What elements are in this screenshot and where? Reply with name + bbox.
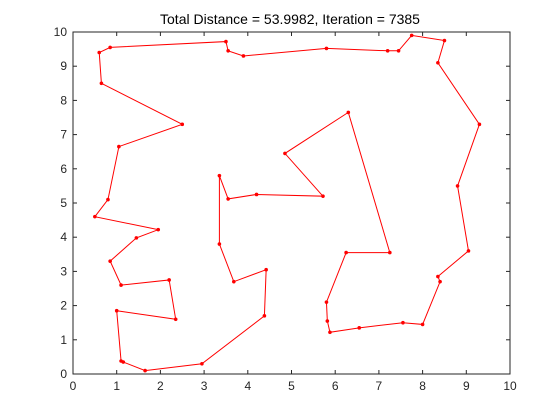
y-tick-label: 7: [60, 128, 67, 142]
x-tick-label: 5: [288, 379, 295, 393]
city-point: [401, 320, 405, 325]
axes-layer: 0 1 2 3 4 5 6 7 8 9 10 0 1 2 3 4 5 6 7 8 9 10: [54, 25, 517, 393]
city-point: [119, 359, 123, 363]
y-tick-label: 9: [60, 59, 67, 73]
x-tick-label: 10: [503, 379, 517, 393]
y-tick-label: 10: [54, 25, 68, 39]
city-point: [385, 49, 390, 53]
city-point: [409, 33, 414, 38]
chart-title: Total Distance = 53.9982, Iteration = 73…: [160, 11, 420, 27]
city-point: [173, 317, 178, 322]
city-point: [321, 194, 325, 198]
city-point: [241, 54, 246, 58]
y-tick-label: 0: [60, 367, 67, 381]
city-point: [262, 314, 267, 318]
city-point: [134, 236, 139, 240]
city-point: [466, 249, 471, 253]
y-tick-label: 5: [60, 196, 67, 210]
city-point: [180, 122, 185, 127]
city-point: [254, 192, 259, 197]
city-point: [324, 300, 329, 304]
city-point: [217, 242, 222, 246]
city-point: [436, 60, 440, 65]
plot-background: [73, 32, 510, 374]
x-tick-label: 7: [376, 379, 383, 393]
city-point: [396, 49, 401, 53]
city-point: [328, 330, 332, 335]
city-point: [264, 267, 268, 272]
route-layer: [93, 33, 482, 373]
city-point: [167, 278, 171, 282]
city-point: [436, 274, 440, 279]
city-point: [232, 279, 236, 284]
city-point: [99, 81, 104, 86]
city-point: [324, 46, 329, 51]
city-point: [455, 184, 460, 188]
city-point: [108, 45, 112, 50]
y-tick-label: 2: [60, 299, 67, 313]
city-point: [477, 122, 482, 127]
city-point: [217, 173, 222, 178]
city-point: [108, 259, 112, 263]
city-point: [388, 250, 392, 255]
y-tick-label: 1: [60, 333, 67, 347]
city-point: [117, 144, 121, 149]
y-tick-label: 3: [60, 264, 67, 278]
city-point: [442, 38, 447, 43]
y-tick-label: 8: [60, 93, 67, 107]
city-point: [93, 214, 97, 219]
city-point: [226, 197, 230, 201]
city-point: [97, 50, 102, 55]
city-point: [346, 110, 351, 115]
city-point: [106, 197, 110, 202]
city-point: [114, 308, 119, 313]
x-tick-label: 6: [332, 379, 339, 393]
x-tick-label: 8: [419, 379, 426, 393]
city-point: [438, 279, 442, 284]
plot-area: 0 1 2 3 4 5 6 7 8 9 10 0 1 2 3 4 5 6 7 8 9 10: [54, 25, 517, 393]
city-point: [420, 322, 425, 327]
city-point: [344, 250, 348, 255]
city-point: [226, 49, 230, 53]
city-point: [143, 368, 147, 373]
x-tick-label: 3: [201, 379, 208, 393]
city-point: [119, 283, 123, 287]
x-tick-label: 1: [113, 379, 120, 393]
x-tick-label: 0: [70, 379, 77, 393]
y-tick-label: 4: [60, 230, 67, 244]
city-point: [357, 326, 362, 330]
y-tick-label: 6: [60, 162, 67, 176]
city-point: [224, 39, 228, 44]
x-tick-label: 4: [244, 379, 251, 393]
city-point: [283, 151, 287, 156]
x-tick-label: 2: [157, 379, 164, 393]
city-point: [325, 319, 330, 323]
x-tick-label: 9: [463, 379, 470, 393]
city-point: [200, 361, 204, 366]
city-point: [156, 227, 161, 232]
